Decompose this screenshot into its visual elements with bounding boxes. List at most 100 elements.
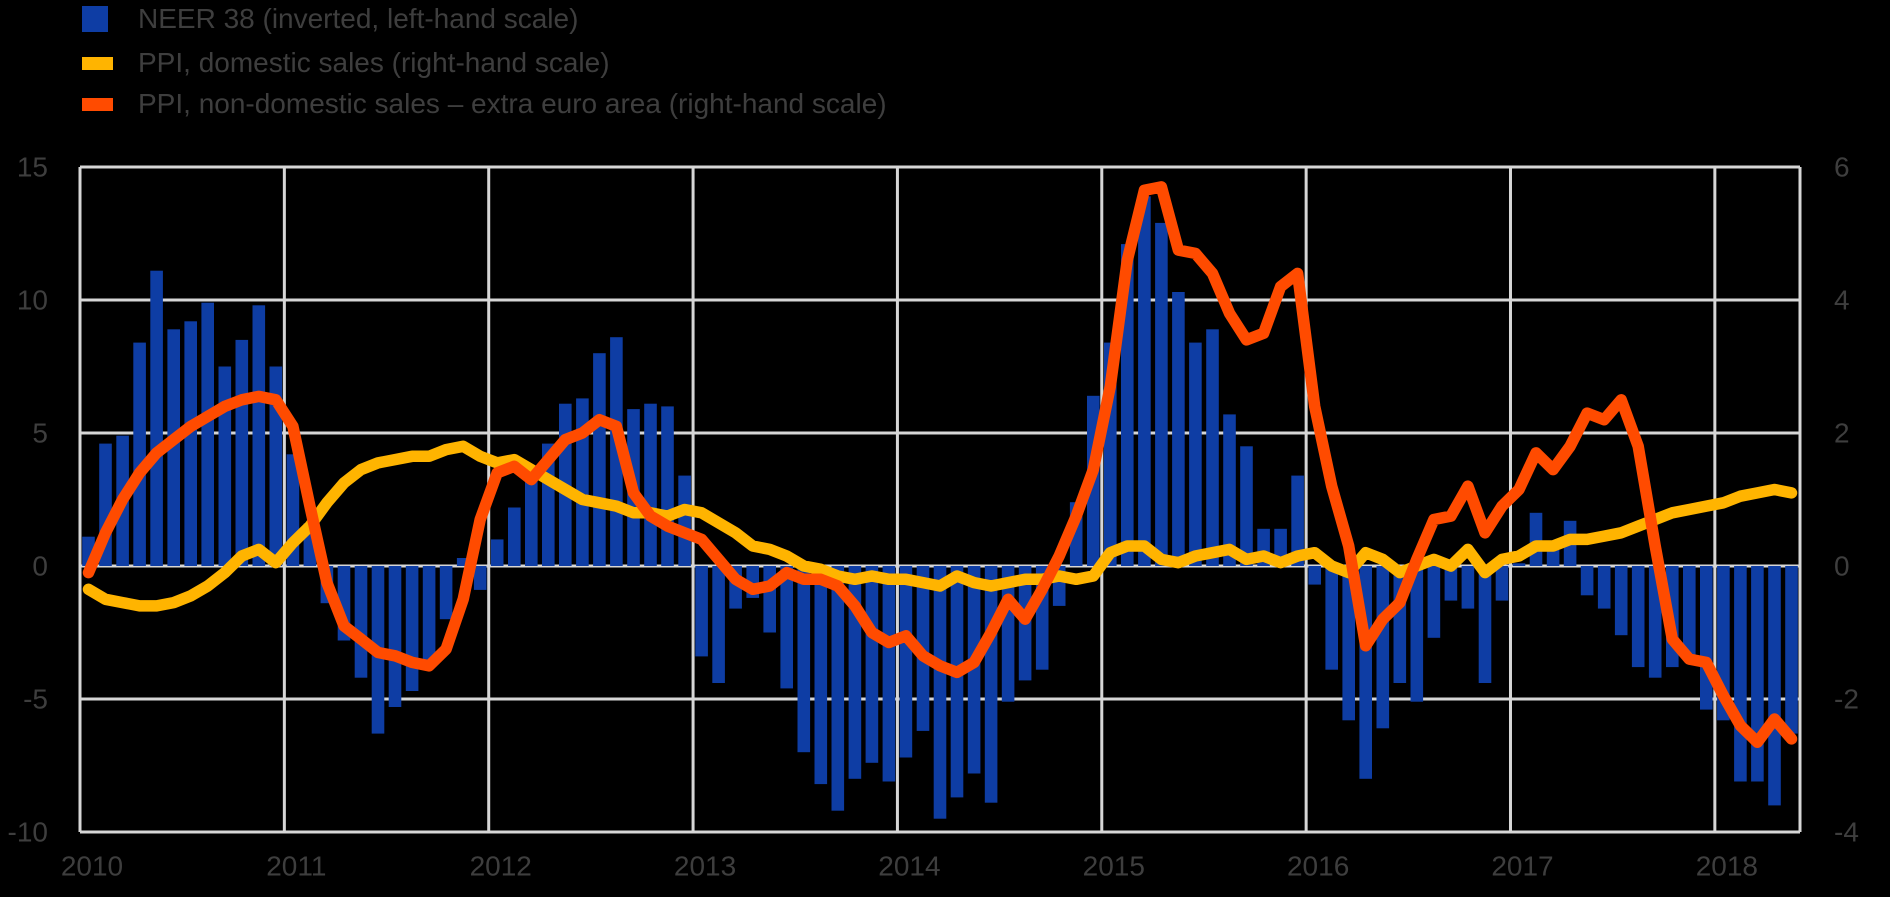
- right-axis-tick: 4: [1834, 285, 1850, 316]
- legend-label-nondomestic: PPI, non-domestic sales – extra euro are…: [138, 88, 887, 119]
- bar: [882, 566, 896, 782]
- legend-item-domestic: PPI, domestic sales (right-hand scale): [82, 49, 610, 77]
- x-axis-year-label: 2017: [1491, 851, 1553, 882]
- bar: [831, 566, 845, 811]
- bar: [899, 566, 913, 758]
- bar: [1325, 566, 1338, 670]
- bar: [865, 566, 879, 763]
- bar: [678, 475, 691, 566]
- bar: [150, 270, 163, 566]
- bar: [218, 366, 232, 566]
- bar: [1223, 414, 1236, 566]
- bar: [1700, 566, 1713, 710]
- bar-series-swatch-icon: [82, 6, 108, 32]
- bar: [1138, 196, 1151, 567]
- bar: [508, 507, 521, 566]
- bar: [1580, 566, 1594, 596]
- x-axis-year-label: 2016: [1287, 851, 1349, 882]
- left-axis-tick: 0: [32, 551, 48, 582]
- left-axis-tick: 15: [17, 152, 48, 183]
- bar: [1461, 566, 1475, 609]
- bar: [456, 558, 470, 566]
- bar: [1342, 566, 1355, 721]
- bar: [1734, 566, 1747, 782]
- bar: [1683, 566, 1696, 660]
- bar: [1410, 566, 1424, 702]
- x-axis-year-label: 2012: [470, 851, 532, 882]
- bar: [1495, 566, 1509, 601]
- bar: [235, 339, 249, 566]
- bar: [354, 566, 368, 678]
- right-axis-tick: 6: [1834, 152, 1850, 183]
- bar: [1155, 222, 1168, 566]
- bar: [1240, 446, 1253, 566]
- bar: [1631, 566, 1645, 668]
- bar: [1597, 566, 1611, 609]
- left-axis-tick: -10: [8, 817, 48, 848]
- right-axis-tick: -4: [1834, 817, 1859, 848]
- x-axis-year-label: 2013: [674, 851, 736, 882]
- bar: [490, 539, 504, 566]
- x-axis-year-label: 2018: [1696, 851, 1758, 882]
- line-series-swatch-icon: [82, 97, 113, 111]
- bar: [1206, 329, 1219, 566]
- bar: [1427, 566, 1441, 638]
- bar: [1512, 563, 1526, 566]
- bar: [1172, 292, 1185, 566]
- bar: [269, 366, 283, 566]
- bar: [1614, 566, 1628, 636]
- line-series-domestic: [82, 440, 1798, 612]
- bar: [593, 353, 606, 566]
- left-axis-tick: 10: [17, 285, 48, 316]
- right-axis-tick: 0: [1834, 551, 1850, 582]
- bar: [814, 566, 828, 785]
- bar: [695, 566, 708, 657]
- bar: [1189, 342, 1202, 566]
- bar: [1529, 512, 1543, 566]
- bar: [1291, 475, 1304, 566]
- left-axis-tick: -5: [23, 684, 48, 715]
- bar: [1308, 566, 1321, 585]
- bar: [1478, 566, 1492, 683]
- bar: [184, 321, 197, 566]
- bar: [1444, 566, 1458, 601]
- right-axis-tick: -2: [1834, 684, 1859, 715]
- bar: [1546, 550, 1560, 566]
- x-axis-year-label: 2011: [266, 851, 326, 882]
- bar: [388, 566, 402, 707]
- legend-label-neer: NEER 38 (inverted, left-hand scale): [138, 3, 579, 34]
- legend-item-neer: NEER 38 (inverted, left-hand scale): [82, 5, 578, 33]
- bar: [201, 302, 214, 566]
- bar: [525, 467, 538, 566]
- x-axis-year-label: 2010: [61, 851, 123, 882]
- bar: [167, 329, 180, 566]
- bar: [473, 566, 487, 590]
- bar: [1785, 566, 1798, 734]
- bar: [661, 406, 674, 566]
- bar: [712, 566, 725, 683]
- bar: [252, 305, 266, 566]
- right-axis-tick: 2: [1834, 418, 1850, 449]
- bar: [644, 403, 657, 566]
- line-series-nondomestic: [82, 181, 1798, 748]
- bar: [133, 342, 146, 566]
- bar: [422, 566, 436, 665]
- bar: [780, 566, 793, 689]
- legend-item-nondomestic: PPI, non-domestic sales – extra euro are…: [82, 90, 887, 118]
- legend-label-domestic: PPI, domestic sales (right-hand scale): [138, 47, 610, 78]
- bar: [950, 566, 964, 798]
- left-axis-tick: 5: [32, 418, 48, 449]
- line-series-swatch-icon: [82, 56, 113, 70]
- bar-series-neer: [82, 196, 1798, 819]
- bar: [439, 566, 453, 620]
- bar: [1376, 566, 1390, 729]
- bar: [1751, 566, 1764, 782]
- bar: [1768, 566, 1781, 806]
- x-axis-year-label: 2015: [1083, 851, 1145, 882]
- bar: [405, 566, 419, 691]
- bar: [984, 566, 998, 803]
- bar: [797, 566, 811, 753]
- x-axis-year-label: 2014: [878, 851, 940, 882]
